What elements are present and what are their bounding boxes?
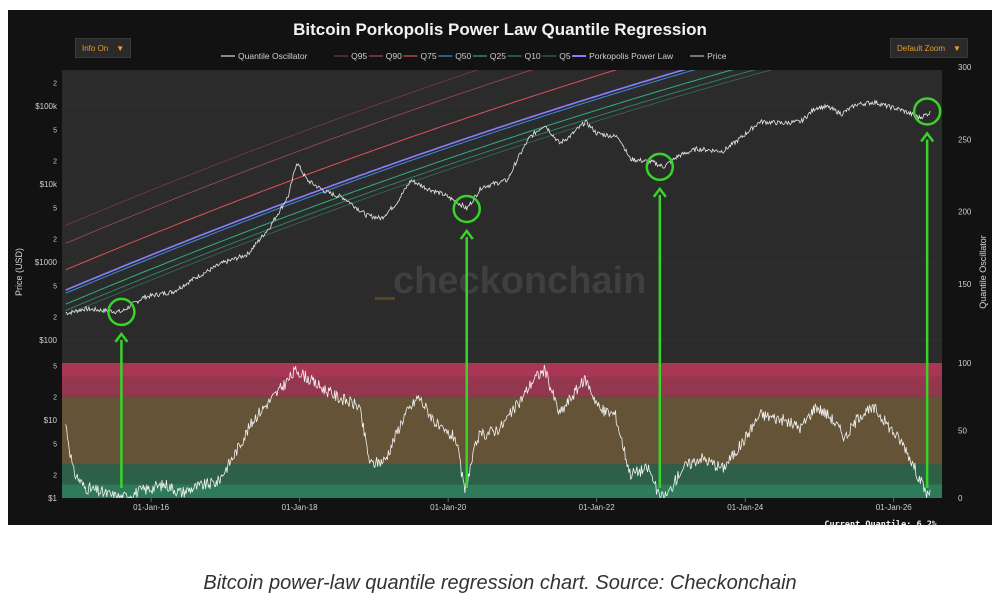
right-tick-label: 250: [958, 135, 972, 144]
x-tick-label: 01-Jan-22: [579, 503, 616, 512]
right-tick-label: 0: [958, 494, 963, 503]
left-tick-label: 2: [53, 81, 57, 88]
left-tick-label: $1: [48, 494, 57, 503]
oscillator-band: [62, 464, 942, 485]
highlight-markers: [107, 97, 942, 488]
highlight-circle: [107, 297, 136, 327]
info-caret-icon: ▼: [116, 44, 125, 53]
quantile-line-q50: [65, 70, 696, 294]
x-tick-label: 01-Jan-24: [727, 503, 764, 512]
highlight-arrowhead: [920, 131, 935, 143]
left-tick-label: 2: [53, 159, 57, 166]
legend-item[interactable]: Q90: [368, 51, 402, 61]
highlight-arrowhead: [114, 331, 129, 343]
legend-label: Q95: [351, 51, 367, 61]
quantile-line-q10: [65, 70, 756, 311]
legend-item[interactable]: Q75: [403, 51, 437, 61]
highlight-arrowhead: [652, 186, 667, 198]
left-tick-label: $10k: [40, 180, 58, 189]
legend-label: Q90: [386, 51, 402, 61]
left-tick-label: 5: [53, 283, 57, 290]
quantile-line-q5: [65, 70, 773, 316]
legend-label: Porkopolis Power Law: [589, 51, 674, 61]
zoom-select-label: Default Zoom: [897, 44, 946, 53]
legend-label: Q25: [490, 51, 506, 61]
left-tick-label: 5: [53, 363, 57, 370]
quantile-line-q75: [65, 70, 618, 271]
oscillator-bands: [62, 363, 942, 498]
zoom-caret-icon: ▼: [953, 44, 961, 53]
legend-item[interactable]: Q50: [438, 51, 472, 61]
oscillator-band: [62, 484, 942, 498]
quantile-line-q90: [65, 70, 534, 244]
right-tick-label: 50: [958, 427, 967, 436]
left-axis-ticks: 2 $100k 5 2 $10k 5 2 $1000 5 2 $100 5 2 $10 5 2 $1: [35, 81, 58, 503]
legend-item[interactable]: Price: [690, 51, 727, 61]
left-tick-label: 2: [53, 315, 57, 322]
legend-label: Price: [707, 51, 727, 61]
chart-svg: checkonchain Bitcoin Porkopolis Power La…: [14, 20, 988, 512]
x-tick-label: 01-Jan-16: [133, 503, 170, 512]
legend-label: Quantile Oscillator: [238, 51, 308, 61]
left-tick-label: $1000: [35, 258, 58, 267]
figure-caption: Bitcoin power-law quantile regression ch…: [203, 572, 797, 594]
legend-label: Q5: [559, 51, 571, 61]
info-toggle-button[interactable]: Info On ▼: [75, 38, 132, 58]
right-tick-label: 150: [958, 280, 972, 289]
legend-item[interactable]: Q95: [334, 51, 367, 61]
legend-item[interactable]: Q25: [472, 51, 506, 61]
right-axis-label: Quantile Oscillator: [978, 235, 988, 309]
highlight-circle: [452, 194, 481, 224]
oscillator-band: [62, 376, 942, 397]
legend-item[interactable]: Q10: [507, 51, 541, 61]
left-tick-label: $100: [39, 336, 57, 345]
legend-item[interactable]: Q5: [542, 51, 571, 61]
right-axis-ticks: 300 250 200 150 100 50 0: [958, 63, 972, 503]
left-tick-label: 5: [53, 441, 57, 448]
right-tick-label: 100: [958, 359, 972, 368]
x-tick-label: 01-Jan-18: [282, 503, 319, 512]
left-tick-label: $100k: [35, 102, 58, 111]
legend: Quantile Oscillator Q95 Q90 Q75 Q50 Q25 Q10 Q5 P…: [221, 51, 727, 61]
legend-label: Q50: [455, 51, 471, 61]
watermark: checkonchain: [393, 260, 646, 302]
chart-title: Bitcoin Porkopolis Power Law Quantile Re…: [293, 20, 707, 39]
price-series: [65, 99, 931, 316]
quantile-oscillator-series: [65, 364, 931, 498]
right-tick-label: 200: [958, 208, 972, 217]
highlight-arrowhead: [459, 228, 474, 240]
price-plot-area: [62, 70, 942, 355]
quantile-line-q25: [65, 70, 734, 305]
x-axis-ticks: 01-Jan-16 01-Jan-18 01-Jan-20 01-Jan-22 01-J…: [133, 498, 912, 512]
right-tick-label: 300: [958, 63, 972, 72]
x-tick-label: 01-Jan-20: [430, 503, 467, 512]
info-toggle-label: Info On: [82, 44, 109, 53]
legend-item[interactable]: Porkopolis Power Law: [572, 51, 674, 61]
left-tick-label: 2: [53, 395, 57, 402]
current-quantile-readout: Current Quantile: 6.2%: [824, 520, 937, 530]
left-tick-label: 5: [53, 205, 57, 212]
highlight-circle: [645, 152, 675, 182]
left-tick-label: 2: [53, 473, 57, 480]
legend-label: Q75: [421, 51, 437, 61]
legend-label: Q10: [525, 51, 541, 61]
legend-item[interactable]: Quantile Oscillator: [221, 51, 308, 61]
quantile-lines: [65, 70, 773, 316]
x-tick-label: 01-Jan-26: [876, 503, 913, 512]
highlight-circle: [912, 97, 942, 126]
zoom-select-button[interactable]: Default Zoom ▼: [890, 38, 968, 58]
oscillator-band: [62, 363, 942, 377]
oscillator-band: [62, 396, 942, 465]
chart-panel: checkonchain Bitcoin Porkopolis Power La…: [8, 10, 992, 530]
quantile-line-q95: [65, 70, 479, 226]
watermark-bar: [375, 297, 395, 300]
left-axis-label: Price (USD): [14, 248, 24, 296]
quantile-line-pl: [65, 70, 686, 291]
left-tick-label: 5: [53, 127, 57, 134]
left-tick-label: 2: [53, 237, 57, 244]
left-tick-label: $10: [44, 416, 58, 425]
